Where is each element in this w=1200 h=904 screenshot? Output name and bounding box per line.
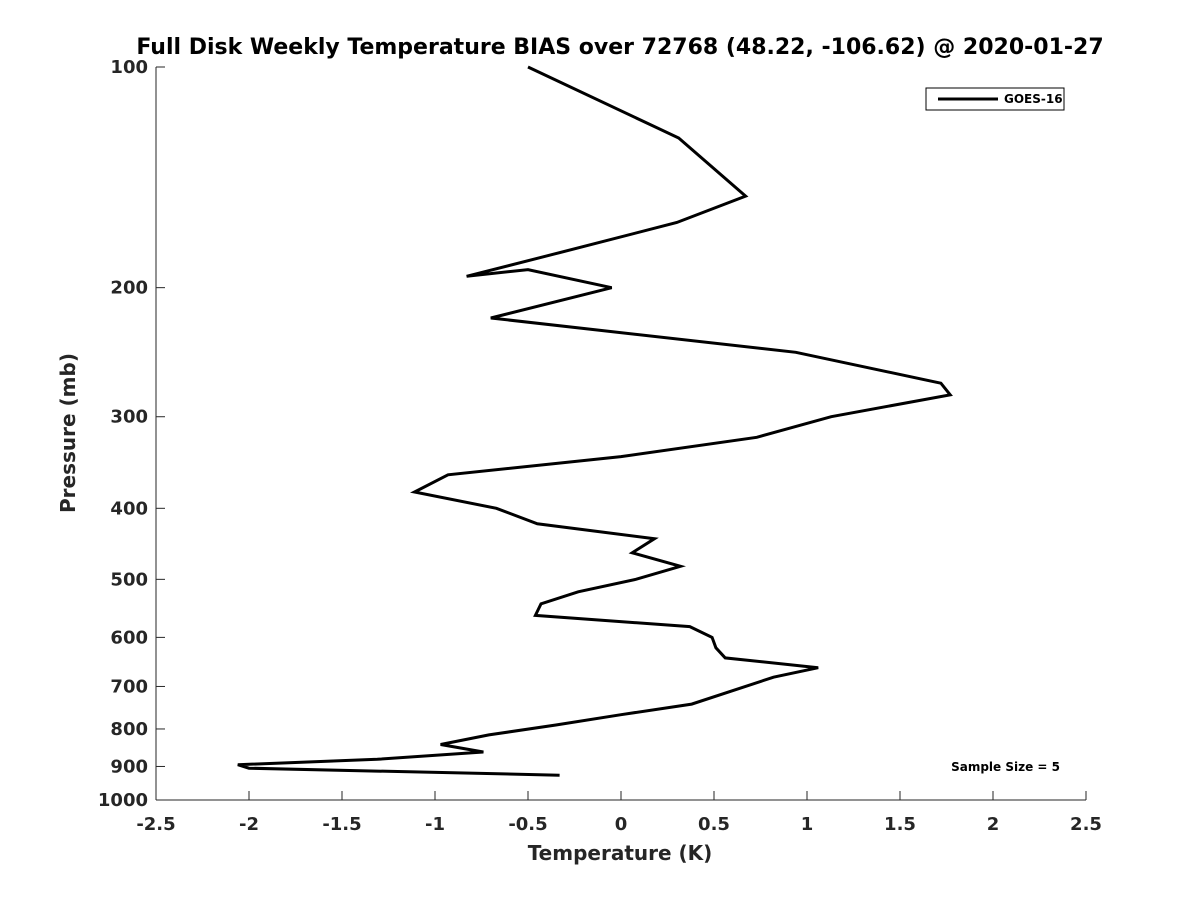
x-tick-label: 1 xyxy=(801,814,814,835)
y-axis-ticks: 100 200 300 400 500 600 700 800 900 1000 xyxy=(98,57,165,811)
x-tick-label: 2 xyxy=(987,814,1000,835)
x-tick-label: 0 xyxy=(615,814,628,835)
x-tick-label: -2.5 xyxy=(136,814,175,835)
chart-title: Full Disk Weekly Temperature BIAS over 7… xyxy=(136,35,1103,60)
y-tick-label: 300 xyxy=(110,407,148,428)
y-tick-label: 500 xyxy=(110,569,148,590)
sample-size-annotation: Sample Size = 5 xyxy=(951,760,1060,774)
x-tick-label: -1 xyxy=(425,814,445,835)
y-tick-label: 1000 xyxy=(98,790,148,811)
x-tick-label: 0.5 xyxy=(698,814,730,835)
x-axis-ticks: -2.5 -2 -1.5 -1 -0.5 0 0.5 1 1.5 2 2.5 xyxy=(136,791,1102,835)
x-tick-label: 2.5 xyxy=(1070,814,1102,835)
y-tick-label: 700 xyxy=(110,676,148,697)
y-axis-label: Pressure (mb) xyxy=(56,353,80,513)
legend-label-goes-16: GOES-16 xyxy=(1004,92,1063,106)
plot-axes xyxy=(155,67,1086,801)
y-tick-label: 800 xyxy=(110,719,148,740)
legend: GOES-16 xyxy=(925,87,1065,111)
y-tick-label: 600 xyxy=(110,627,148,648)
y-tick-label: 200 xyxy=(110,278,148,299)
series-group xyxy=(237,65,953,777)
x-tick-label: 1.5 xyxy=(884,814,916,835)
y-tick-label: 900 xyxy=(110,756,148,777)
x-tick-label: -0.5 xyxy=(508,814,547,835)
x-tick-label: -1.5 xyxy=(322,814,361,835)
y-tick-label: 100 xyxy=(110,57,148,78)
x-tick-label: -2 xyxy=(239,814,259,835)
y-tick-label: 400 xyxy=(110,498,148,519)
x-axis-label: Temperature (K) xyxy=(528,841,713,865)
series-line-goes-16 xyxy=(237,65,953,777)
